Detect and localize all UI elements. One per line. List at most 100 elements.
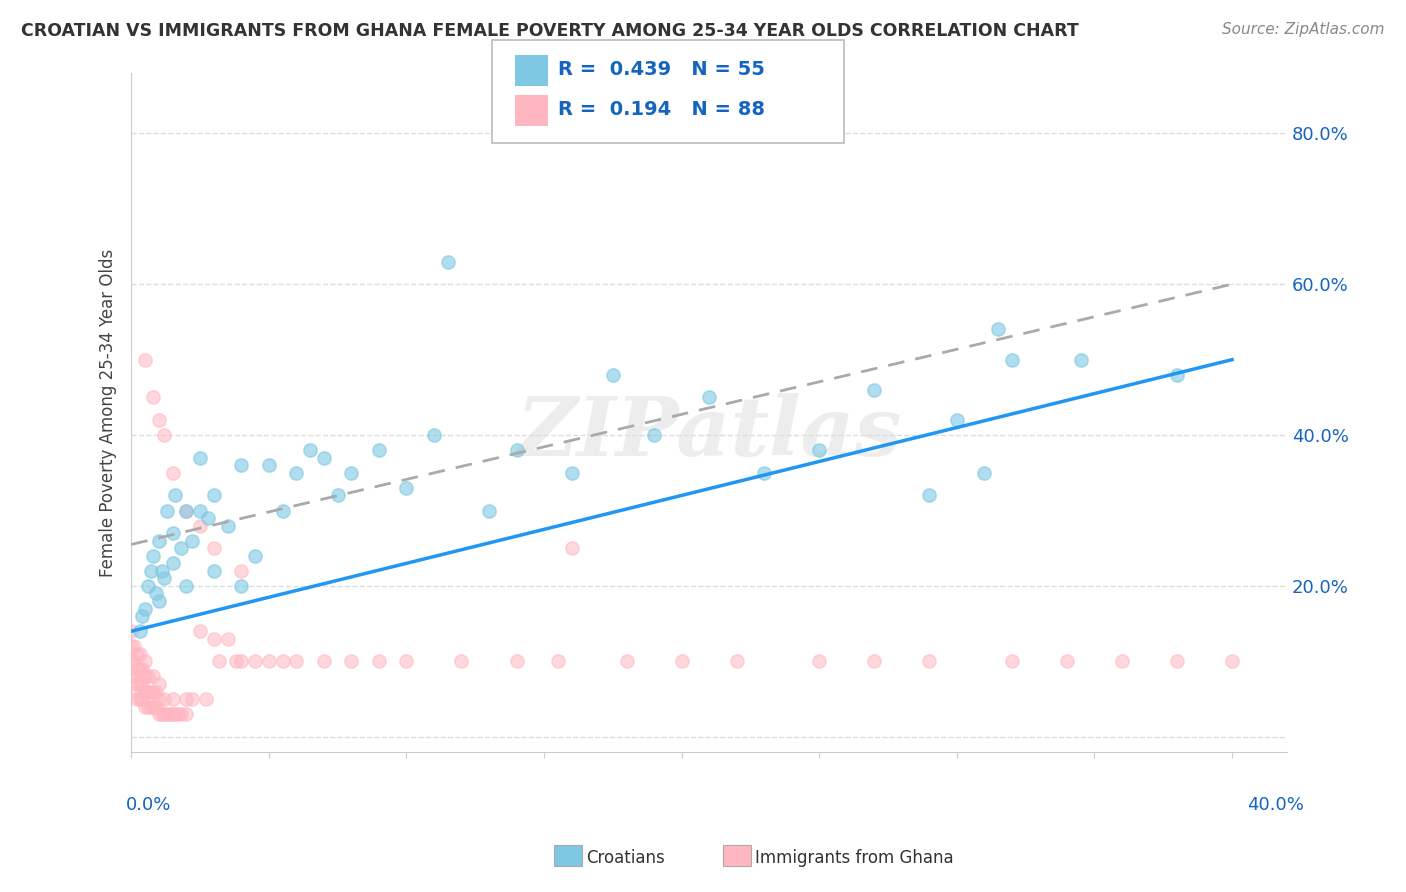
Point <box>505 654 527 668</box>
Point <box>148 533 170 548</box>
Point <box>505 443 527 458</box>
Point <box>946 413 969 427</box>
Point <box>340 654 363 668</box>
Point <box>217 632 239 646</box>
Point <box>1001 352 1024 367</box>
Point <box>1070 352 1092 367</box>
Point <box>150 707 173 722</box>
Point <box>174 579 197 593</box>
Point <box>162 557 184 571</box>
Point <box>697 390 720 404</box>
Point <box>153 692 176 706</box>
Point <box>134 352 156 367</box>
Point <box>120 669 142 683</box>
Point <box>395 481 418 495</box>
Point <box>561 466 583 480</box>
Point <box>131 609 153 624</box>
Point <box>643 428 665 442</box>
Point <box>136 699 159 714</box>
Point <box>120 654 142 668</box>
Point <box>165 707 187 722</box>
Point <box>142 390 165 404</box>
Point <box>478 503 501 517</box>
Point <box>208 654 231 668</box>
Point <box>243 549 266 563</box>
Point <box>142 669 165 683</box>
Point <box>131 662 153 676</box>
Text: Immigrants from Ghana: Immigrants from Ghana <box>755 849 953 867</box>
Point <box>134 684 156 698</box>
Point <box>423 428 446 442</box>
Point <box>808 443 831 458</box>
Point <box>128 647 150 661</box>
Point <box>167 707 190 722</box>
Point <box>170 707 193 722</box>
Text: R =  0.439   N = 55: R = 0.439 N = 55 <box>558 60 765 79</box>
Point <box>299 443 322 458</box>
Y-axis label: Female Poverty Among 25-34 Year Olds: Female Poverty Among 25-34 Year Olds <box>100 248 117 576</box>
Point <box>450 654 472 668</box>
Point <box>131 677 153 691</box>
Point <box>863 383 886 397</box>
Point <box>142 699 165 714</box>
Point <box>139 684 162 698</box>
Point <box>602 368 624 382</box>
Point <box>231 579 253 593</box>
Point <box>125 662 148 676</box>
Point <box>145 684 167 698</box>
Point <box>120 624 142 639</box>
Point <box>312 450 335 465</box>
Point <box>134 601 156 615</box>
Text: R =  0.194   N = 88: R = 0.194 N = 88 <box>558 100 765 120</box>
Point <box>162 526 184 541</box>
Point <box>1220 654 1243 668</box>
Text: 0.0%: 0.0% <box>125 796 172 814</box>
Point <box>145 586 167 600</box>
Point <box>188 518 211 533</box>
Point <box>188 503 211 517</box>
Point <box>170 541 193 556</box>
Point <box>231 458 253 473</box>
Point <box>340 466 363 480</box>
Point <box>128 677 150 691</box>
Point <box>271 654 294 668</box>
Point <box>148 692 170 706</box>
Point <box>142 684 165 698</box>
Point <box>188 450 211 465</box>
Point <box>987 322 1010 336</box>
Point <box>202 564 225 578</box>
Point <box>128 624 150 639</box>
Point <box>148 594 170 608</box>
Point <box>271 503 294 517</box>
Point <box>616 654 638 668</box>
Point <box>145 699 167 714</box>
Point <box>134 699 156 714</box>
Point <box>162 466 184 480</box>
Point <box>194 692 217 706</box>
Point <box>122 654 145 668</box>
Point <box>125 647 148 661</box>
Point <box>225 654 247 668</box>
Point <box>368 443 391 458</box>
Point <box>174 503 197 517</box>
Point <box>395 654 418 668</box>
Point <box>134 669 156 683</box>
Point <box>122 669 145 683</box>
Point <box>180 533 202 548</box>
Point <box>1166 368 1188 382</box>
Point <box>202 488 225 502</box>
Point <box>148 413 170 427</box>
Point <box>257 458 280 473</box>
Point <box>153 428 176 442</box>
Point <box>153 571 176 585</box>
Point <box>128 662 150 676</box>
Point <box>131 692 153 706</box>
Point <box>174 692 197 706</box>
Point <box>150 564 173 578</box>
Point <box>197 511 219 525</box>
Point <box>139 564 162 578</box>
Text: ZIPatlas: ZIPatlas <box>516 392 901 473</box>
Point <box>139 699 162 714</box>
Point <box>128 692 150 706</box>
Point <box>754 466 776 480</box>
